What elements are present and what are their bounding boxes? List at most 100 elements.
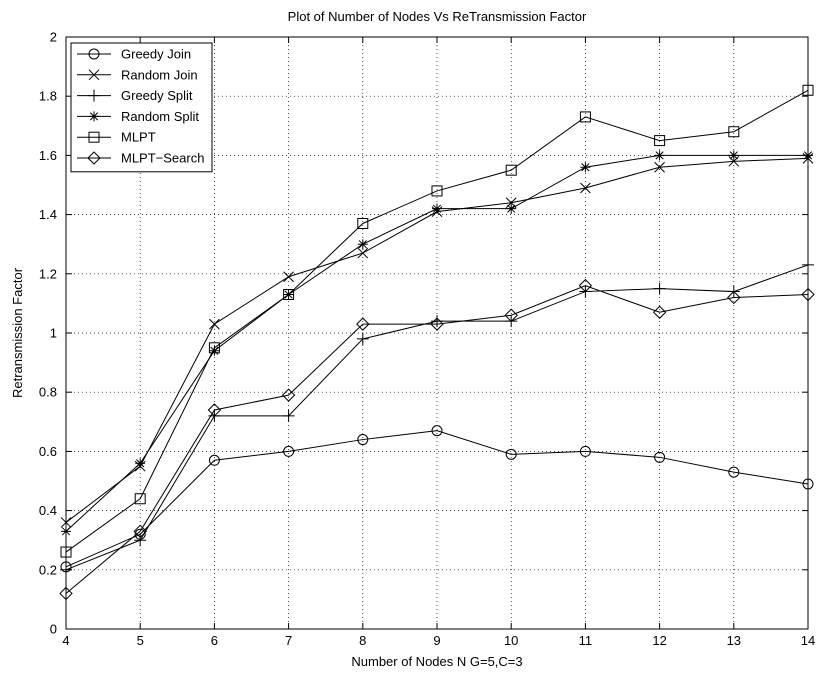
legend-marker	[88, 89, 100, 102]
data-point	[134, 493, 146, 505]
x-tick-label: 7	[285, 633, 292, 648]
data-point	[801, 287, 815, 302]
data-point	[728, 126, 740, 138]
data-point	[209, 318, 220, 330]
data-point	[134, 534, 147, 547]
data-point	[505, 197, 517, 209]
legend-marker	[89, 111, 99, 122]
data-point	[283, 289, 295, 301]
y-tick-label: 0.8	[39, 385, 57, 400]
x-tick-label: 12	[652, 633, 666, 648]
data-point	[208, 342, 220, 354]
data-point	[579, 445, 591, 457]
legend-entry: MLPT	[77, 130, 156, 145]
legend-marker	[88, 48, 100, 60]
data-point	[728, 155, 740, 167]
y-tick-label: 1.4	[39, 207, 57, 222]
data-point	[653, 282, 666, 295]
x-tick-label: 4	[62, 633, 69, 648]
x-tick-label: 6	[211, 633, 218, 648]
legend-marker	[87, 151, 101, 165]
legend-entry: Random Join	[77, 67, 198, 82]
legend-marker	[88, 69, 100, 81]
data-point	[580, 162, 591, 173]
legend-label: MLPT	[121, 130, 156, 145]
data-point	[283, 445, 295, 457]
data-point	[60, 546, 72, 558]
data-point	[431, 425, 443, 437]
y-tick-label: 1.6	[39, 148, 57, 163]
data-point	[580, 182, 591, 194]
series-greedy-split	[60, 258, 814, 576]
data-point	[356, 317, 370, 331]
data-point	[357, 239, 368, 250]
y-tick-label: 0.2	[39, 562, 57, 577]
data-point	[357, 247, 369, 259]
series-line	[65, 430, 809, 568]
series-random-split	[61, 150, 813, 537]
data-point	[728, 466, 740, 478]
legend-label: Random Split	[121, 109, 199, 124]
data-point	[654, 150, 665, 161]
x-tick-label: 9	[433, 633, 440, 648]
chart-title: Plot of Number of Nodes Vs ReTransmissio…	[288, 9, 587, 24]
data-point	[728, 150, 739, 161]
series-line	[65, 89, 809, 553]
data-point	[432, 203, 442, 214]
y-axis-label: Retransmission Factor	[10, 267, 25, 398]
legend-box	[70, 42, 213, 173]
data-point	[802, 84, 814, 96]
data-point	[133, 524, 147, 539]
y-tick-label: 0.6	[39, 444, 57, 459]
series-mlpt-search	[59, 278, 815, 601]
data-point	[61, 526, 71, 537]
legend-entry: MLPT−Search	[77, 151, 204, 166]
legend-label: Greedy Split	[121, 88, 193, 103]
y-tick-label: 2	[50, 30, 57, 45]
x-tick-label: 11	[579, 633, 593, 648]
legend-entry: Greedy Split	[77, 88, 193, 103]
data-point	[506, 203, 517, 214]
legend-entry: Greedy Join	[77, 47, 191, 62]
data-point	[803, 150, 813, 161]
data-point	[654, 161, 665, 173]
data-point	[505, 164, 517, 176]
legend-label: MLPT−Search	[121, 151, 204, 166]
data-point	[357, 217, 369, 229]
y-tick-label: 0.4	[39, 503, 57, 518]
data-point	[504, 308, 518, 322]
legend-entry: Random Split	[77, 109, 199, 124]
x-tick-label: 10	[504, 633, 518, 648]
data-point	[431, 315, 443, 328]
data-point	[60, 563, 72, 576]
series-line	[65, 285, 809, 594]
data-point	[802, 478, 814, 490]
legend-label: Random Join	[121, 67, 198, 82]
legend-marker	[88, 131, 100, 143]
data-point	[283, 271, 294, 283]
data-point	[430, 317, 444, 331]
x-axis-label: Number of Nodes N G=5,C=3	[351, 654, 522, 669]
legend-label: Greedy Join	[121, 47, 191, 62]
data-point	[727, 290, 741, 305]
data-point	[135, 458, 146, 469]
legend: Greedy Join Random Join Greedy Split Random…	[70, 42, 213, 173]
series-greedy-join	[60, 425, 814, 573]
data-point	[802, 258, 814, 271]
data-point	[652, 305, 667, 319]
data-point	[357, 434, 369, 446]
data-point	[578, 278, 593, 293]
data-point	[356, 332, 369, 345]
y-tick-label: 1.2	[39, 266, 57, 281]
data-point	[281, 388, 296, 402]
data-point	[654, 451, 666, 463]
data-point	[654, 135, 666, 147]
y-tick-label: 0	[50, 622, 57, 637]
data-point	[60, 517, 72, 528]
x-tick-label: 5	[137, 633, 144, 648]
data-point	[59, 586, 73, 601]
y-tick-label: 1	[50, 326, 57, 341]
data-point	[207, 403, 222, 417]
data-point	[505, 448, 517, 460]
